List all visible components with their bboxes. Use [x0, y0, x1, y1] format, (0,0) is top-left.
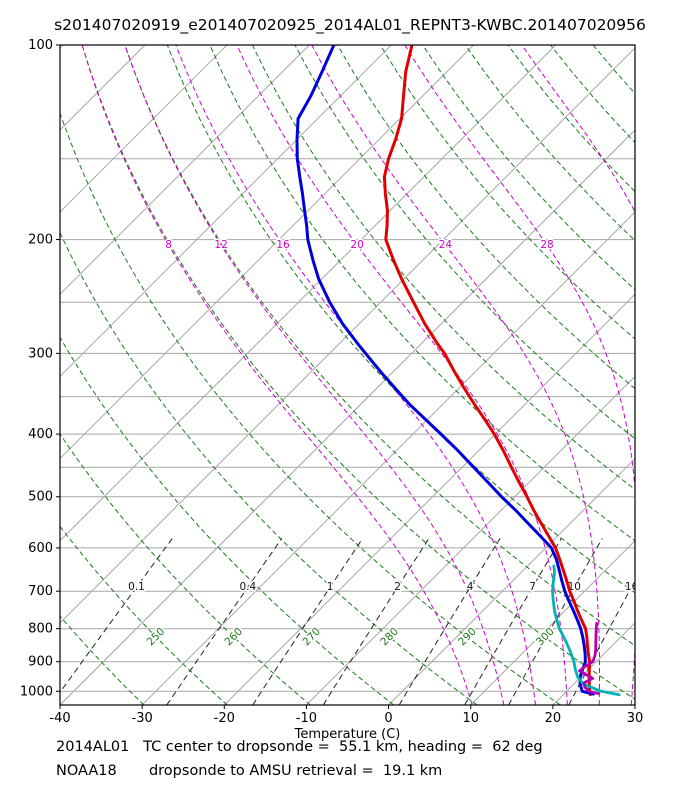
svg-text:32: 32 — [644, 239, 657, 251]
profile-red-temperature — [382, 45, 592, 697]
svg-text:20: 20 — [545, 711, 562, 726]
svg-text:900: 900 — [28, 655, 53, 670]
svg-text:300: 300 — [28, 346, 53, 361]
svg-text:-10: -10 — [296, 711, 317, 726]
svg-text:500: 500 — [28, 490, 53, 505]
svg-text:0.4: 0.4 — [239, 581, 256, 593]
page-title: s201407020919_e201407020925_2014AL01_REP… — [54, 16, 646, 34]
svg-text:400: 400 — [28, 427, 53, 442]
profile-cyan-dewpoint — [551, 564, 621, 697]
profile-purple-profile — [578, 622, 600, 695]
svg-text:30: 30 — [627, 711, 644, 726]
svg-text:16: 16 — [625, 581, 639, 593]
svg-text:Temperature (C): Temperature (C) — [294, 727, 401, 742]
profile-blue-temperature — [295, 45, 595, 696]
svg-text:100: 100 — [28, 38, 53, 53]
svg-text:800: 800 — [28, 622, 53, 637]
svg-text:24: 24 — [439, 239, 453, 251]
svg-text:8: 8 — [165, 239, 172, 251]
svg-text:1: 1 — [327, 581, 334, 593]
svg-text:-30: -30 — [132, 711, 153, 726]
svg-text:-40: -40 — [49, 711, 70, 726]
svg-text:-20: -20 — [214, 711, 235, 726]
svg-text:20: 20 — [350, 239, 363, 251]
profiles-layer — [295, 45, 621, 697]
svg-text:0.1: 0.1 — [128, 581, 145, 593]
svg-text:12: 12 — [214, 239, 227, 251]
svg-text:0: 0 — [384, 711, 392, 726]
svg-text:10: 10 — [462, 711, 479, 726]
footer-line-amsu: NOAA18 dropsonde to AMSU retrieval = 19.… — [56, 763, 443, 779]
svg-text:2: 2 — [394, 581, 401, 593]
svg-text:600: 600 — [28, 541, 53, 556]
axes-layer: -40 -30 -20 -10 0 10 20 30 100 200 300 400 500 600 700… — [20, 38, 643, 742]
svg-text:700: 700 — [28, 584, 53, 599]
svg-text:1000: 1000 — [20, 684, 53, 699]
svg-text:4: 4 — [467, 581, 474, 593]
svg-text:7: 7 — [529, 581, 536, 593]
grid-layer — [60, 45, 635, 705]
svg-text:16: 16 — [276, 239, 290, 251]
svg-text:28: 28 — [540, 239, 553, 251]
footer-line-dropsonde: 2014AL01 TC center to dropsonde = 55.1 k… — [56, 739, 543, 755]
svg-text:200: 200 — [28, 233, 53, 248]
